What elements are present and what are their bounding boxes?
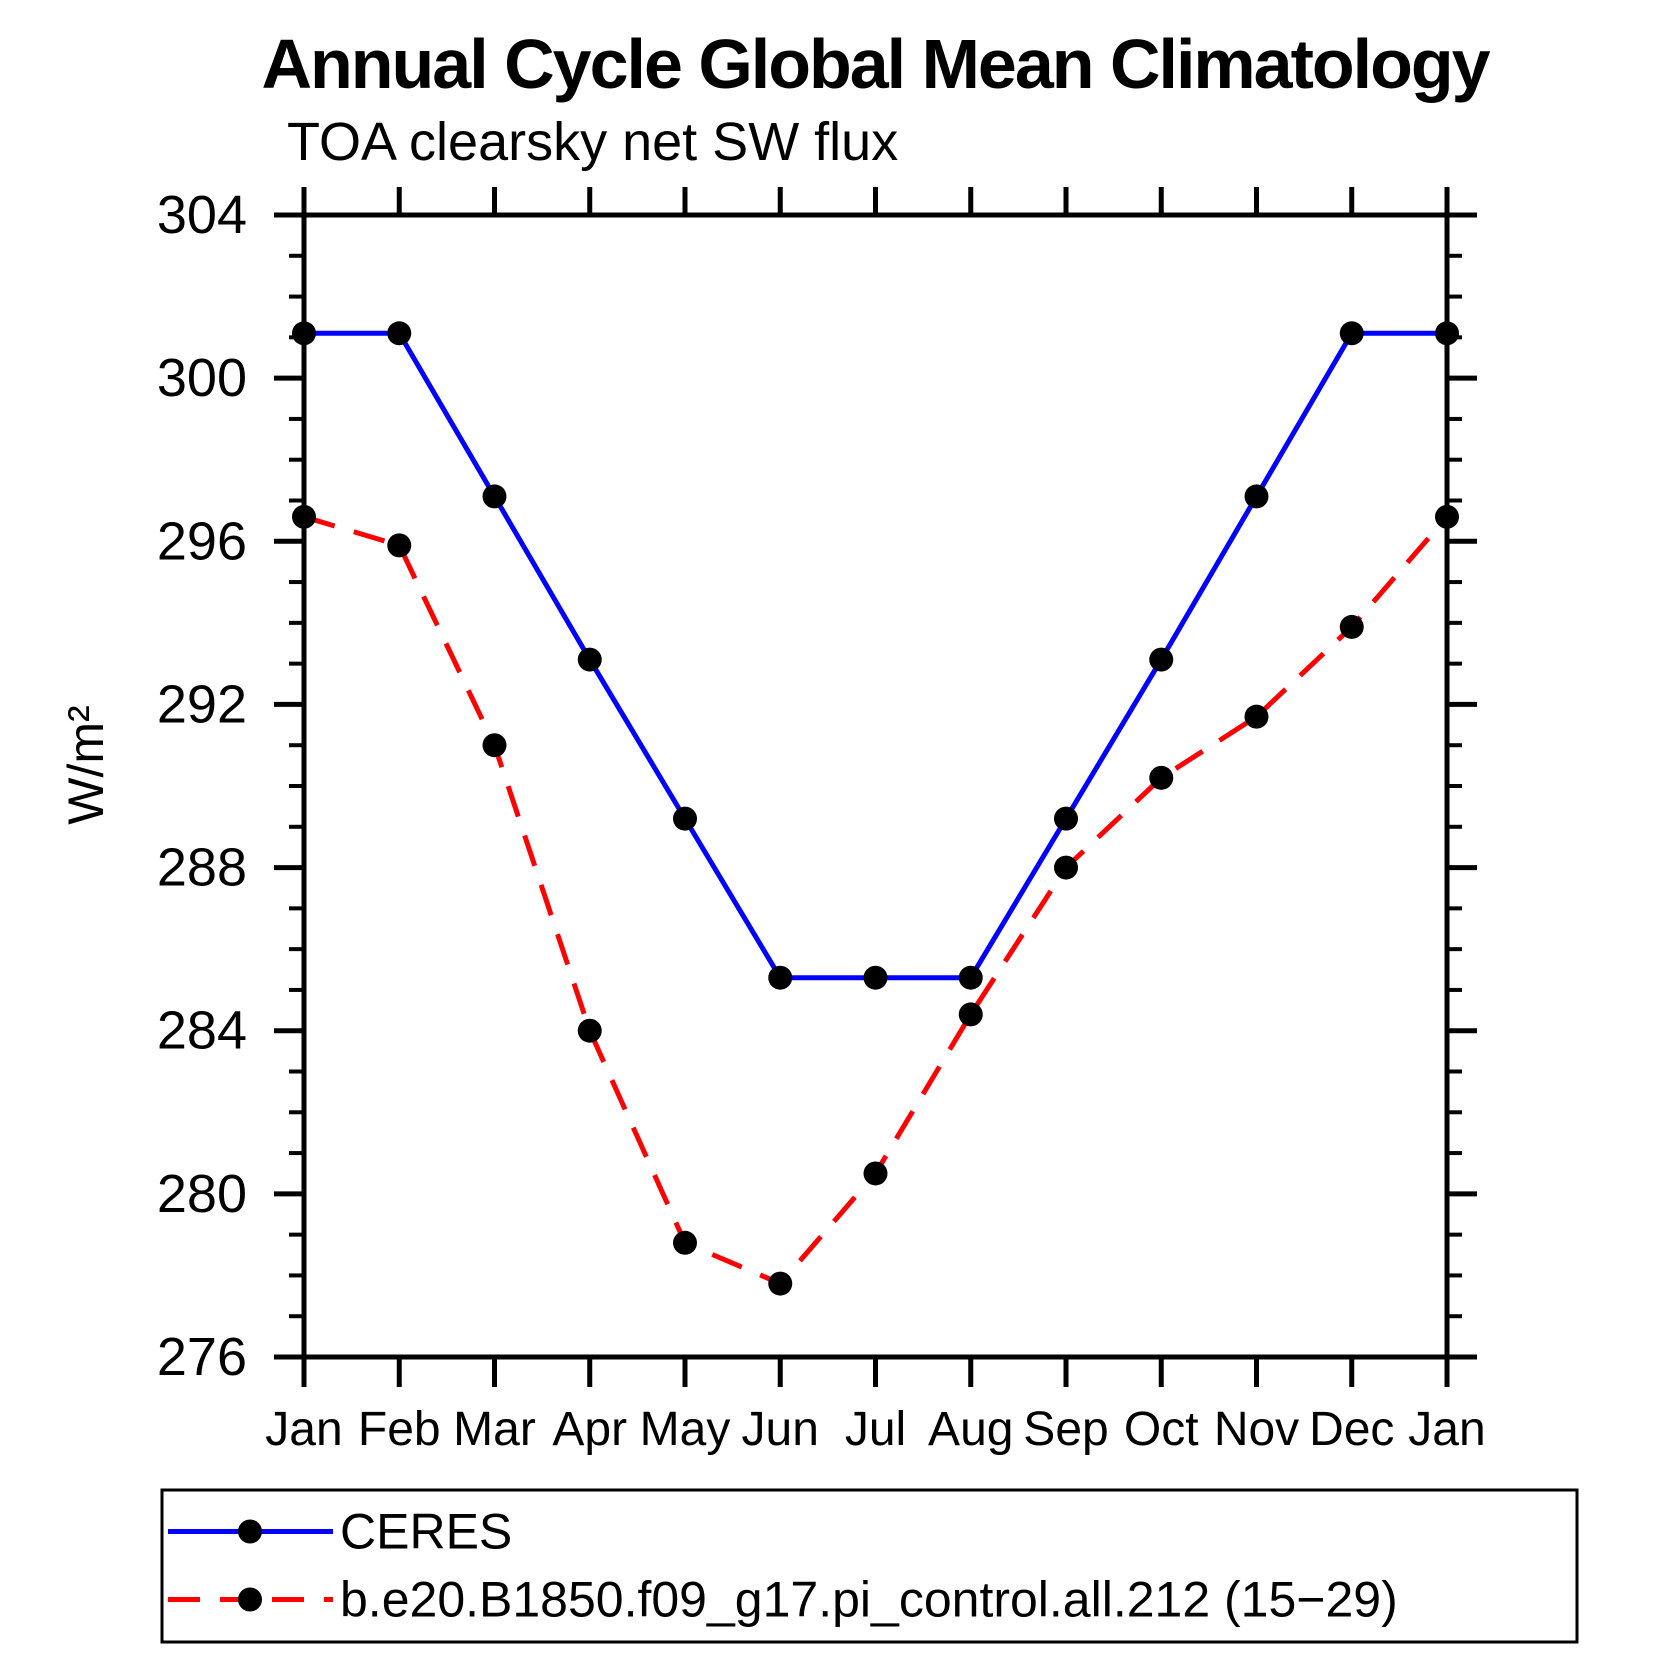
x-axis-tick-label: Feb (358, 1403, 441, 1456)
x-axis-tick-label: Oct (1124, 1403, 1199, 1456)
data-point (1149, 765, 1174, 790)
y-axis-label: W/m² (58, 705, 114, 824)
data-point (958, 965, 983, 990)
data-point (1435, 321, 1459, 346)
data-point (1339, 321, 1364, 346)
data-point (1339, 614, 1364, 639)
x-axis-tick-label: Aug (928, 1403, 1013, 1456)
data-point (673, 1230, 697, 1255)
data-point (292, 504, 316, 529)
x-axis-tick-label: Nov (1214, 1403, 1299, 1456)
x-axis-tick-label: May (640, 1403, 731, 1456)
x-axis-tick-label: Jan (265, 1403, 342, 1456)
data-point (1244, 704, 1269, 729)
data-point (482, 484, 507, 509)
y-axis-tick-label: 300 (157, 348, 247, 408)
data-point (768, 965, 793, 990)
legend-item-label: CERES (340, 1504, 512, 1560)
x-axis-tick-label: Jan (1408, 1403, 1485, 1456)
data-point (387, 533, 412, 558)
y-axis-tick-label: 280 (157, 1164, 247, 1224)
data-point (577, 1018, 602, 1043)
legend-swatch-marker (238, 1587, 262, 1612)
chart-subtitle: TOA clearsky net SW flux (287, 112, 898, 172)
plot-frame (301, 212, 1450, 1360)
y-axis-tick-label: 288 (157, 838, 247, 898)
x-axis-tick-label: Apr (552, 1403, 627, 1456)
legend-box (160, 1488, 1579, 1644)
data-point (1054, 806, 1078, 831)
y-axis-tick-label: 292 (157, 674, 247, 734)
data-point (863, 1161, 888, 1186)
y-axis-tick-label: 284 (157, 1001, 247, 1061)
data-point (863, 965, 888, 990)
data-point (1054, 855, 1078, 880)
series-line-ceres (304, 330, 1447, 981)
data-point (292, 321, 316, 346)
data-point (1149, 647, 1174, 672)
y-axis-tick-label: 296 (157, 511, 247, 571)
x-axis-tick-label: Jun (742, 1403, 819, 1456)
data-point (577, 647, 602, 672)
legend-item-label: b.e20.B1850.f09_g17.pi_control.all.212 (… (340, 1572, 1398, 1628)
legend-swatch-marker (238, 1519, 262, 1544)
x-axis-tick-label: Mar (453, 1403, 536, 1456)
x-axis-tick-label: Jul (845, 1403, 906, 1456)
y-axis-tick-label: 304 (157, 185, 247, 245)
data-point (1435, 504, 1459, 529)
chart-title: Annual Cycle Global Mean Climatology (261, 25, 1490, 103)
data-point (673, 806, 697, 831)
data-point (387, 321, 412, 346)
data-point (482, 733, 507, 758)
y-axis-tick-label: 276 (157, 1327, 247, 1387)
x-axis-tick-label: Dec (1309, 1403, 1394, 1456)
data-point (768, 1271, 793, 1296)
data-point (958, 1002, 983, 1027)
x-axis-tick-label: Sep (1023, 1403, 1108, 1456)
data-point (1244, 484, 1269, 509)
